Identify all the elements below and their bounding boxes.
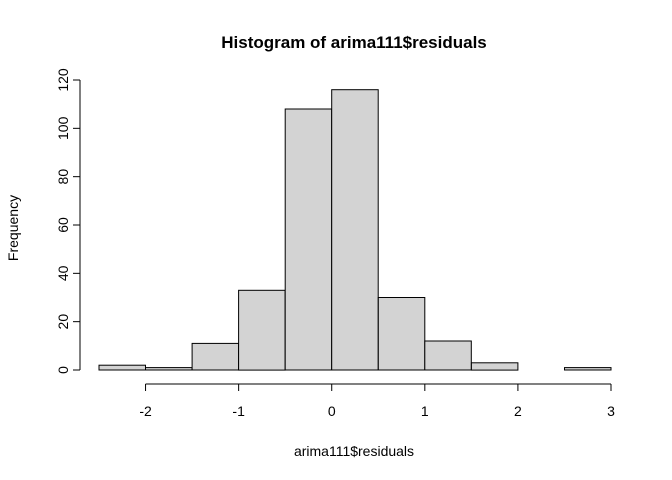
y-axis-label: Frequency: [5, 195, 21, 261]
x-tick-label: 2: [514, 403, 522, 419]
histogram-bar: [424, 340, 472, 371]
x-tick-label: 1: [421, 403, 429, 419]
y-tick-label: 80: [55, 169, 71, 185]
x-axis-label: arima111$residuals: [294, 443, 414, 459]
x-tick-label: 3: [607, 403, 615, 419]
histogram-bar: [191, 342, 240, 371]
x-tick-label: -2: [139, 403, 152, 419]
x-tick-label: 0: [328, 403, 336, 419]
histogram-bar: [470, 362, 519, 371]
histogram-bar: [98, 364, 146, 371]
x-tick-label: -1: [232, 403, 245, 419]
y-axis-ticks: 0 20 40 60 80 100 120: [55, 68, 80, 374]
chart-title: Histogram of arima111$residuals: [221, 33, 487, 52]
y-tick-label: 0: [55, 366, 71, 374]
histogram-bar: [284, 108, 333, 371]
histogram-bars: [98, 89, 612, 371]
histogram-bar: [331, 89, 379, 371]
histogram-bar: [238, 289, 286, 371]
histogram-bar: [564, 367, 612, 371]
y-tick-label: 120: [55, 68, 71, 92]
y-tick-label: 20: [55, 314, 71, 330]
x-axis-ticks: -2 -1 0 1 2 3: [139, 384, 615, 419]
y-tick-label: 100: [55, 116, 71, 140]
y-tick-label: 40: [55, 265, 71, 281]
histogram-bar: [145, 367, 193, 371]
y-tick-label: 60: [55, 217, 71, 233]
histogram-bar: [377, 297, 426, 371]
